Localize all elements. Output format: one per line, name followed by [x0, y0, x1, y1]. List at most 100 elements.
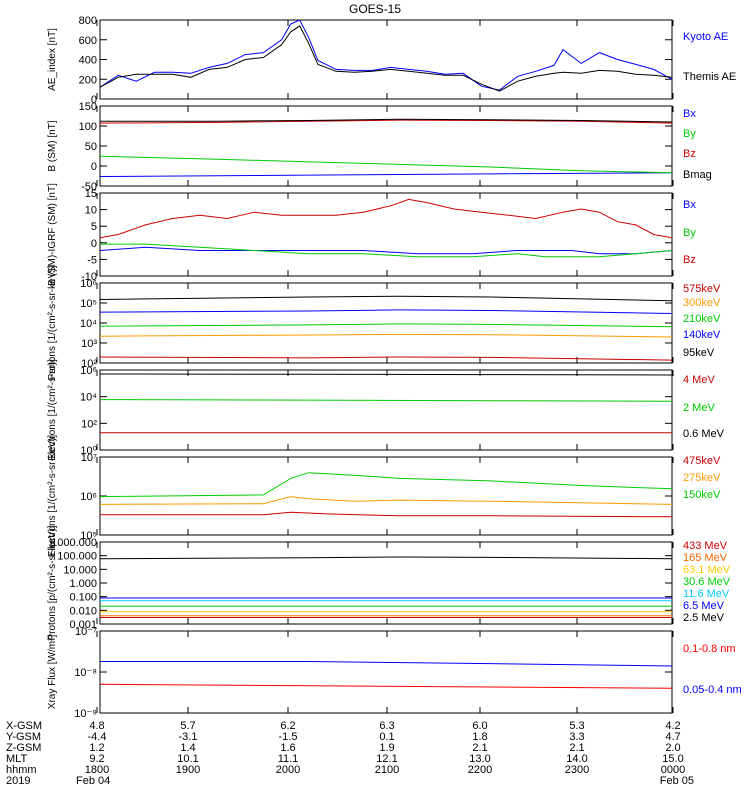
- footer-row-label: X-GSM: [6, 720, 42, 732]
- time-axis-footer: X-GSM 4.8 5.7 6.2 6.3 6.0 5.3 4.2 Y-GSM -4.4 -3.1 -…: [6, 720, 694, 787]
- series-line-2-mev: [100, 399, 672, 402]
- y-tick-label: 10.000: [63, 564, 97, 576]
- footer-cell: 0000: [661, 764, 685, 776]
- y-axis-label: AE_index [nT]: [47, 28, 58, 91]
- y-tick-label: 10³: [81, 338, 97, 350]
- legend-0-05-0-4-nm: 0.05-0.4 nm: [683, 684, 742, 696]
- y-tick-label: 10⁴: [80, 318, 97, 330]
- y-axis-label: Xray Flux [W/m²]: [47, 635, 58, 710]
- legend-63-1-mev: 63.1 MeV: [683, 564, 731, 576]
- panel-2: -50 0 50 100 150 B (SM) [nT] Bx By Bz Bmag: [47, 101, 712, 193]
- footer-cell: 5.3: [569, 720, 584, 732]
- series-line-by: [100, 155, 672, 174]
- footer-cell: 1.4: [180, 742, 195, 754]
- footer-cell: 10.1: [177, 753, 198, 765]
- y-tick-label: 100.000: [57, 551, 97, 563]
- legend-150kev: 150keV: [683, 489, 721, 501]
- footer-cell: 1.6: [280, 742, 295, 754]
- panel-frame: [99, 192, 673, 277]
- y-tick-label: 600: [79, 35, 97, 47]
- y-tick-label: 0.100: [69, 592, 97, 604]
- series-line-bz: [100, 119, 672, 124]
- footer-cell: 14.0: [566, 753, 587, 765]
- panel-8: 10⁻⁹ 10⁻⁸ 10⁻⁷ Xray Flux [W/m²] 0.1-0.8 nm 0.…: [47, 626, 742, 720]
- panel-frame: [99, 630, 673, 714]
- footer-cell: 1.8: [472, 731, 487, 743]
- footer-row-label: MLT: [6, 753, 27, 765]
- legend-275kev: 275keV: [683, 472, 721, 484]
- footer-cell: 1.2: [89, 742, 104, 754]
- footer-cell: Feb 04: [76, 775, 110, 787]
- series-line-275kev: [100, 496, 672, 505]
- legend-30-6-mev: 30.6 MeV: [683, 576, 731, 588]
- series-line-300kev: [100, 333, 672, 338]
- chart-title: GOES-15: [349, 2, 401, 16]
- y-axis-label: B (SM)-IGRF (SM) [nT]: [47, 183, 58, 286]
- legend-by: By: [683, 227, 696, 239]
- y-axis-label: B (SM) [nT]: [47, 120, 58, 171]
- legend-bz: Bz: [683, 254, 696, 266]
- legend-bz: Bz: [683, 148, 696, 160]
- y-axis-label: Protons [p/(cm²-s-sr-keV)]: [47, 525, 58, 640]
- legend-themis-ae: Themis AE: [683, 71, 736, 83]
- footer-cell: 4.2: [665, 720, 680, 732]
- footer-cell: 2.1: [569, 742, 584, 754]
- footer-cell: 6.0: [472, 720, 487, 732]
- footer-cell: 2200: [468, 764, 492, 776]
- legend-475kev: 475keV: [683, 455, 721, 467]
- footer-cell: 12.1: [376, 753, 397, 765]
- y-tick-label: 10⁵: [80, 530, 97, 542]
- legend-4-mev: 4 MeV: [683, 374, 715, 386]
- series-line-bz: [100, 198, 672, 239]
- y-tick-label: 150: [79, 101, 97, 113]
- series-line-bx: [100, 172, 672, 177]
- y-tick-label: 10: [85, 205, 97, 217]
- panel-4: 10² 10³ 10⁴ 10⁵ 10⁶ Protons [1/(cm²-s-sr-keV)…: [47, 265, 721, 380]
- y-axis-label: Electrons [1/(cm²-s-sr-keV)]: [47, 435, 58, 557]
- legend-6-5-mev: 6.5 MeV: [683, 600, 725, 612]
- series-line-475kev: [100, 511, 672, 518]
- legend-bx: Bx: [683, 108, 696, 120]
- y-tick-label: 10⁰: [80, 445, 97, 457]
- y-tick-label: 200: [79, 74, 97, 86]
- legend-by: By: [683, 128, 696, 140]
- legend-kyoto-ae: Kyoto AE: [683, 31, 728, 43]
- footer-cell: -1.5: [279, 731, 298, 743]
- legend-210kev: 210keV: [683, 313, 721, 325]
- y-tick-label: 10²: [81, 418, 97, 430]
- footer-cell: 2100: [375, 764, 399, 776]
- series-line-140kev: [100, 309, 672, 314]
- footer-cell: 11.1: [278, 753, 299, 765]
- legend-95kev: 95keV: [683, 347, 715, 359]
- footer-cell: 1.9: [379, 742, 394, 754]
- footer-cell: 3.3: [569, 731, 584, 743]
- series-line-bx: [100, 246, 672, 255]
- legend-bx: Bx: [683, 199, 696, 211]
- footer-cell: 6.3: [379, 720, 394, 732]
- footer-cell: Feb 05: [660, 775, 694, 787]
- y-tick-label: 1.000: [69, 578, 97, 590]
- footer-cell: 2.1: [472, 742, 487, 754]
- legend-433-mev: 433 MeV: [683, 540, 728, 552]
- y-axis-label: Protons [1/(cm²-s-sr-keV)]: [47, 265, 58, 380]
- y-tick-label: 10⁶: [80, 365, 97, 377]
- y-tick-label: 50: [85, 141, 97, 153]
- footer-row-label: Y-GSM: [6, 731, 41, 743]
- panel-frame: [99, 369, 673, 451]
- series-line-210kev: [100, 323, 672, 328]
- y-tick-label: 100: [79, 121, 97, 133]
- y-tick-label: 10⁷: [81, 452, 97, 464]
- series-line-themis-ae: [100, 25, 672, 92]
- footer-cell: 0.1: [379, 731, 394, 743]
- panel-frame: [99, 105, 673, 187]
- panel-frame: [99, 19, 673, 100]
- footer-cell: 4.7: [665, 731, 680, 743]
- legend-0-1-0-8-nm: 0.1-0.8 nm: [683, 643, 736, 655]
- footer-cell: 2300: [565, 764, 589, 776]
- legend-2-5-mev: 2.5 MeV: [683, 612, 725, 624]
- series-line-0-05-0-4-nm: [100, 661, 672, 667]
- series-line-575kev: [100, 356, 672, 361]
- legend-140kev: 140keV: [683, 329, 721, 341]
